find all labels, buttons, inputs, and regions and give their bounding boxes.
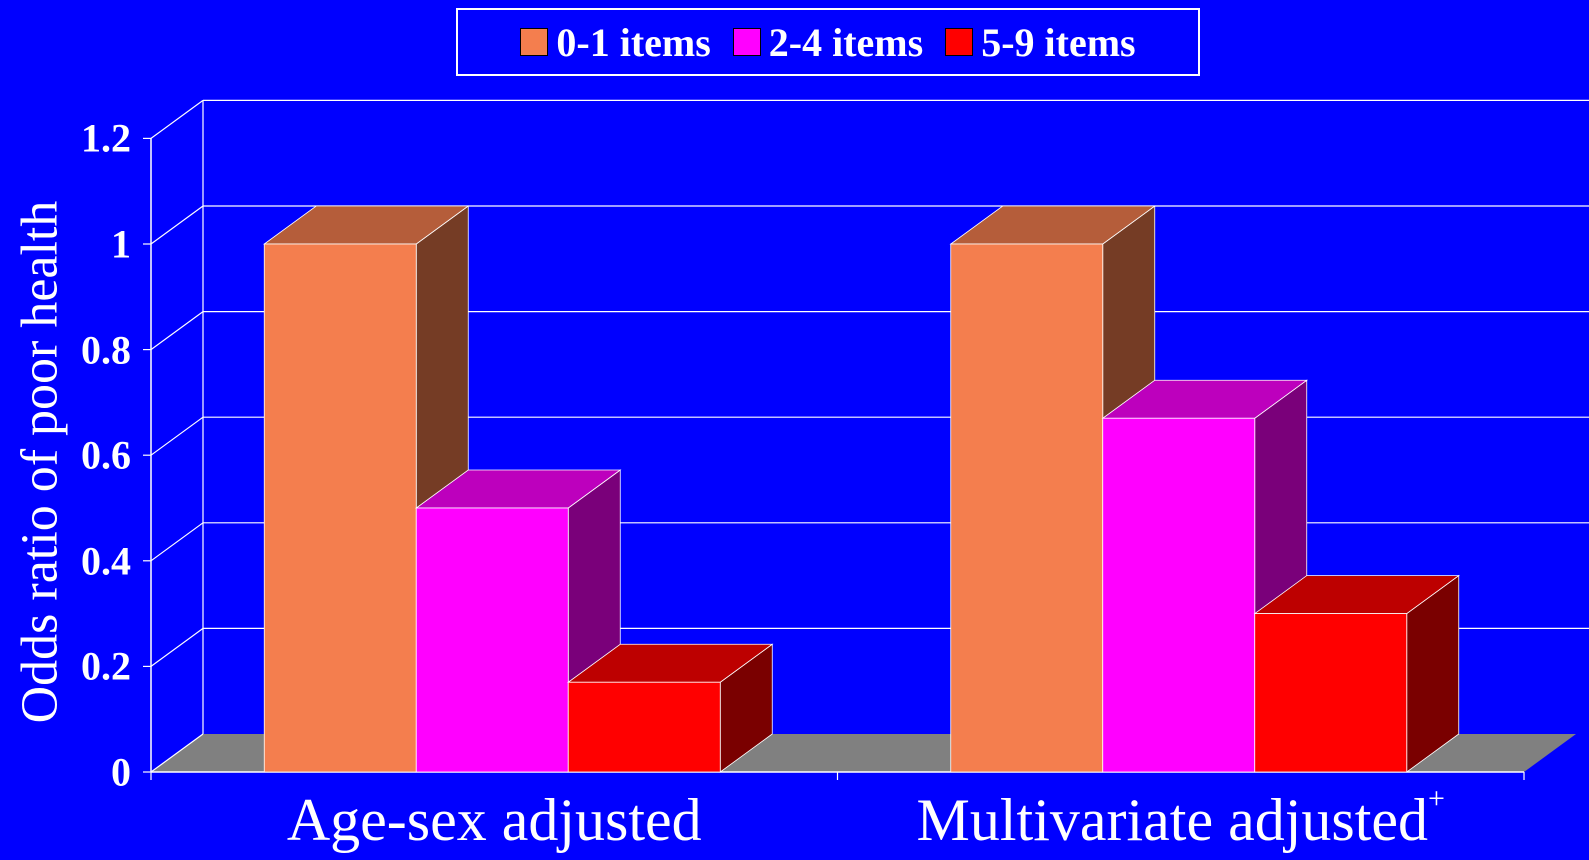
x-category-text: Age-sex adjusted <box>286 787 702 853</box>
legend-item: 0-1 items <box>520 19 711 66</box>
y-axis-title: Odds ratio of poor health <box>11 200 69 724</box>
legend-label: 5-9 items <box>981 19 1136 65</box>
bar-front <box>1254 613 1408 773</box>
x-category-label: Age-sex adjusted <box>287 786 702 855</box>
y-tick-label: 0 <box>111 749 131 795</box>
gridline-side <box>150 416 204 456</box>
bar-5-9-items-1 <box>567 643 774 773</box>
gridline-side <box>150 311 204 351</box>
legend-label: 0-1 items <box>556 19 711 65</box>
legend: 0-1 items 2-4 items 5-9 items <box>456 8 1200 76</box>
gridline-side <box>150 205 204 245</box>
y-tick-label: 0.2 <box>81 643 131 689</box>
y-tick-label: 1.2 <box>81 115 131 161</box>
y-tick-label: 1 <box>111 221 131 267</box>
legend-item: 5-9 items <box>945 19 1136 66</box>
chart-bars <box>263 205 1460 773</box>
bar-front <box>567 681 721 773</box>
gridline-side <box>150 627 204 667</box>
legend-swatch <box>520 28 549 56</box>
x-category-superscript: + <box>1428 782 1445 815</box>
x-category-text: Multivariate adjusted <box>916 787 1429 853</box>
bar-5-9-items-2 <box>1253 574 1460 773</box>
y-tick-label: 0.4 <box>81 538 131 584</box>
gridline-side <box>150 733 204 773</box>
legend-label: 2-4 items <box>768 19 924 65</box>
gridline-side <box>150 522 204 562</box>
bar-front <box>415 507 569 773</box>
legend-swatch <box>732 28 761 56</box>
bar-front <box>263 243 417 773</box>
legend-swatch <box>945 28 974 56</box>
x-category-label: Multivariate adjusted+ <box>916 782 1445 855</box>
bar-front <box>1102 417 1256 773</box>
y-tick-label: 0.8 <box>81 327 131 373</box>
gridline-side <box>150 99 204 139</box>
bar-front <box>950 243 1104 773</box>
legend-item: 2-4 items <box>732 19 924 66</box>
y-tick-label: 0.6 <box>81 432 131 478</box>
